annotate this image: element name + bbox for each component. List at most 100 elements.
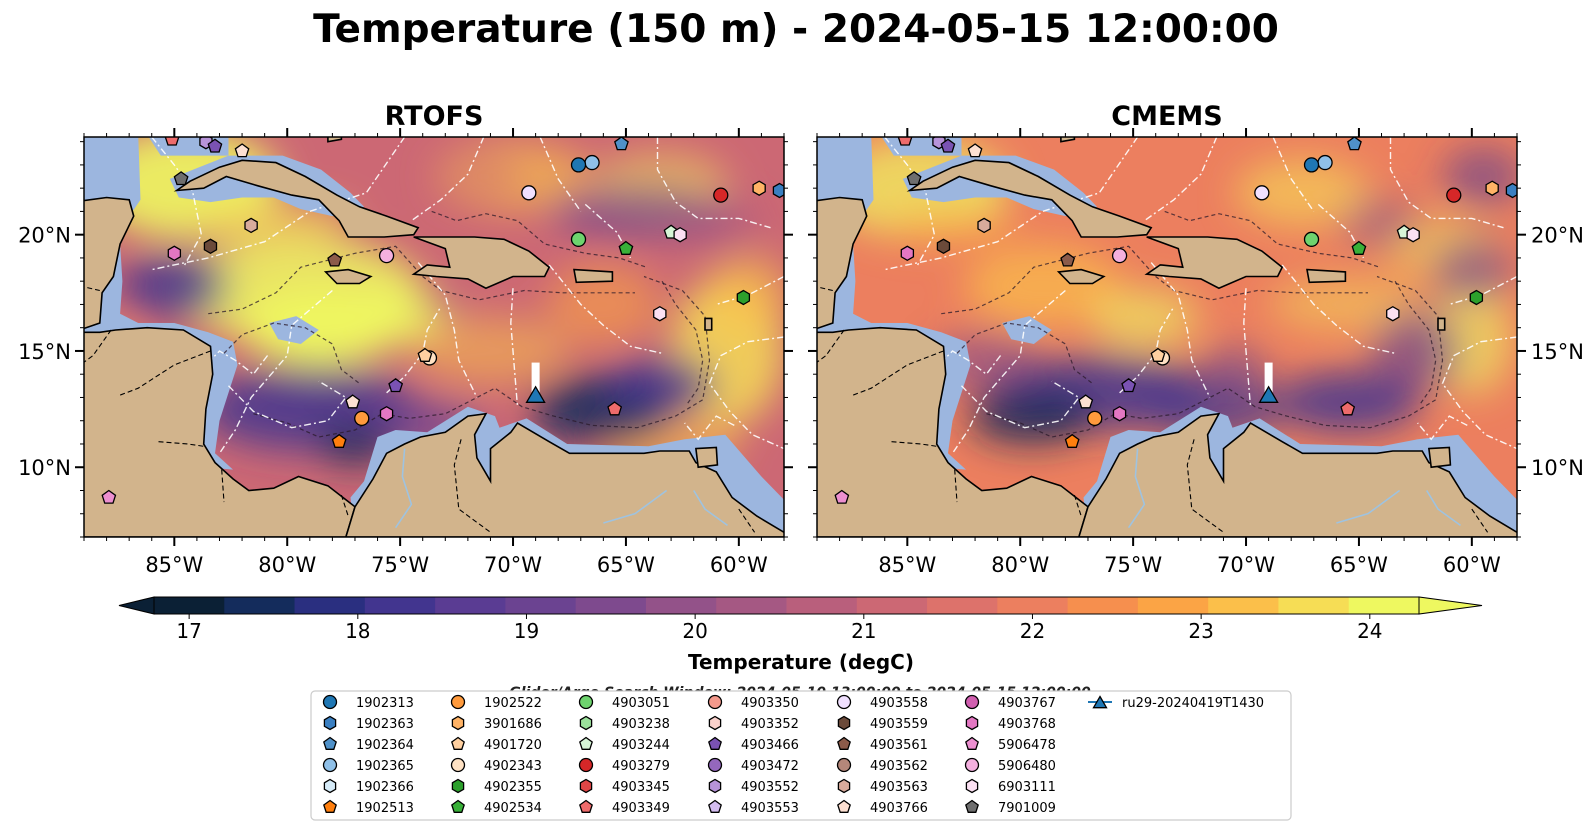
colorbar-tick-label: 18 (345, 619, 370, 643)
country-border (891, 441, 937, 447)
country-border (84, 286, 100, 292)
legend-label: 5906478 (998, 738, 1056, 753)
country-border (852, 350, 944, 396)
legend-marker (708, 715, 722, 731)
float-marker (1406, 226, 1420, 243)
legend-label: 4903472 (741, 759, 799, 774)
eez-boundary (1150, 262, 1211, 398)
eez-boundary (151, 137, 406, 271)
legend-label: 4903352 (741, 717, 799, 732)
temperature-patch (1431, 237, 1513, 303)
land-jam (1056, 268, 1106, 285)
land-andros (327, 137, 343, 143)
float-marker (234, 143, 250, 158)
country-border (158, 441, 204, 447)
legend-label: 4903345 (612, 780, 670, 795)
map-content (84, 137, 784, 537)
temperature-patch (418, 285, 473, 324)
panel-title: RTOFS (385, 101, 484, 132)
land-trin (695, 446, 719, 469)
glider-track (1264, 362, 1273, 396)
legend-label: 1902522 (484, 696, 542, 711)
float-marker (1485, 180, 1499, 196)
legend-box (310, 690, 1292, 821)
legend-item: 4902343 (450, 757, 542, 774)
float-marker (378, 247, 395, 264)
legend-marker (965, 715, 979, 731)
eez-boundary (684, 415, 735, 441)
float-marker (897, 137, 913, 146)
eez-boundary (1417, 415, 1468, 441)
country-border (340, 494, 349, 517)
eez-boundary (1143, 137, 1218, 222)
depth-contour (208, 245, 635, 315)
temperature-patch (411, 316, 570, 386)
figure-title: Temperature (150 m) - 2024-05-15 12:00:0… (313, 7, 1279, 52)
colorbar-segment (1067, 597, 1139, 614)
temperature-patch (1090, 288, 1199, 349)
legend-marker (707, 757, 723, 773)
legend-item: 4902534 (451, 799, 542, 816)
depth-contour (223, 322, 360, 384)
map-panel-cmems: CMEMS (808, 101, 1526, 546)
colorbar-segment (364, 597, 436, 614)
colorbar-segment (716, 597, 788, 614)
float-marker (1254, 185, 1270, 201)
map-content (817, 137, 1517, 537)
shallow-shelf (269, 316, 319, 344)
colorbar-segment (575, 597, 647, 614)
legend-marker (451, 799, 465, 813)
legend-item: 4903345 (579, 778, 670, 795)
legend-marker (837, 715, 851, 731)
legend-item: 1902365 (322, 757, 414, 774)
float-marker (327, 252, 343, 267)
float-marker (967, 143, 983, 158)
legend-item: 4903768 (965, 715, 1056, 732)
colorbar: 17 18 19 20 21 22 23 24 (118, 596, 1483, 643)
temperature-patch (884, 211, 1021, 244)
country-border (1073, 494, 1082, 517)
legend-item: 4903350 (707, 694, 799, 711)
lon-tick-label: 65°W (597, 553, 655, 577)
legend-item: ru29-20240419T1430 (1088, 695, 1264, 711)
legend-item: 4903552 (708, 778, 799, 795)
country-border (453, 439, 491, 533)
legend-label: 3901686 (484, 717, 542, 732)
temperature-patch (709, 253, 784, 333)
legend-marker (964, 757, 980, 773)
float-marker (345, 394, 361, 409)
land-hisp (411, 236, 551, 290)
legend-label: 4902355 (484, 780, 542, 795)
float-marker (521, 185, 537, 201)
legend-marker (708, 799, 722, 813)
float-marker (673, 226, 687, 243)
float-marker (244, 217, 258, 234)
eez-boundary (417, 262, 478, 398)
river (1336, 489, 1401, 524)
lon-tick-label: 85°W (145, 553, 203, 577)
depth-contour (1394, 280, 1437, 405)
lon-tick-label: 80°W (258, 553, 316, 577)
legend-item: 4902355 (451, 778, 542, 795)
colorbar-segment (997, 597, 1069, 614)
float-marker (906, 171, 922, 186)
lat-tick-label: 10°N (1531, 456, 1584, 480)
float-marker (772, 182, 784, 199)
colorbar-tick-label: 19 (514, 619, 539, 643)
legend-label: 4903350 (741, 696, 799, 711)
float-marker (388, 377, 404, 393)
temperature-patch (603, 355, 717, 417)
float-marker (1351, 240, 1367, 255)
legend-item: 4903563 (837, 778, 928, 795)
legend-item: 4903561 (837, 736, 928, 753)
eez-boundary (510, 288, 519, 407)
float-marker (164, 137, 180, 146)
float-marker (1112, 405, 1127, 422)
float-marker (1064, 433, 1080, 448)
float-marker (1303, 157, 1320, 173)
legend-label: 7901009 (998, 801, 1056, 816)
map-panel-rtofs: RTOFS (75, 101, 793, 546)
float-marker (618, 240, 634, 255)
land-trin (1428, 446, 1452, 469)
legend-item: 4903051 (578, 694, 670, 711)
